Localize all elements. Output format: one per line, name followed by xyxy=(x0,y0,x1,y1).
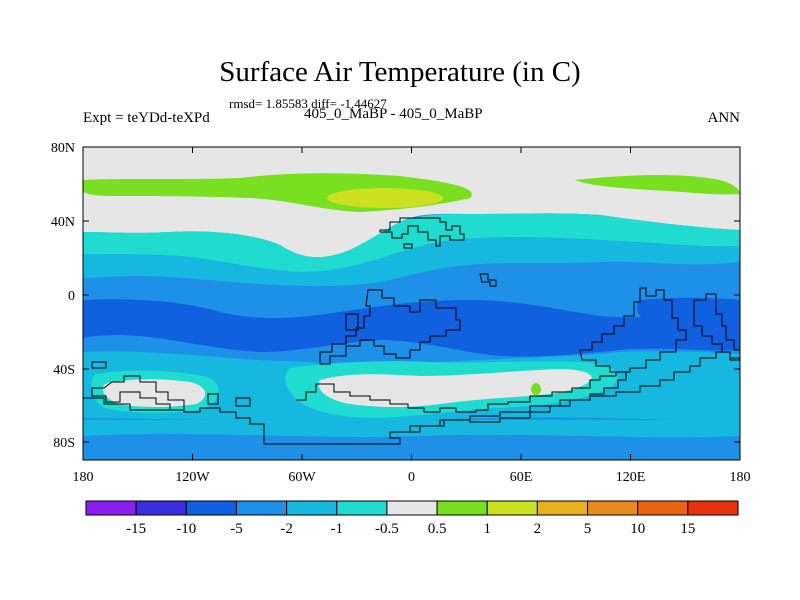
field-north-cyan xyxy=(83,213,740,272)
colorbar-label: -1 xyxy=(331,521,344,537)
colorbar-label: -5 xyxy=(230,521,243,537)
coastline-antarctic-east xyxy=(400,351,740,433)
experiment-label: Expt = teYDd-teXPd xyxy=(83,110,210,126)
colorbar-swatch xyxy=(637,500,689,516)
colorbar-label: 5 xyxy=(584,521,592,537)
lat-label-0: 0 xyxy=(68,289,75,304)
lon-label-120e: 120E xyxy=(616,470,646,485)
colorbar-swatch xyxy=(286,500,338,516)
field-tropic-deep xyxy=(83,299,740,357)
colorbar-label: 15 xyxy=(680,521,695,537)
field-north-green-east xyxy=(575,175,740,195)
colorbar-swatch xyxy=(85,500,137,516)
lon-label-60w: 60W xyxy=(288,470,316,485)
field-north-warm-core xyxy=(327,188,443,208)
season-label: ANN xyxy=(707,110,741,126)
lat-label-40s: 40S xyxy=(53,363,75,378)
coastline-antarctic-main xyxy=(83,371,627,445)
coastline-africa-eurasia xyxy=(379,217,465,247)
lon-label-180e: 180 xyxy=(730,470,751,485)
colorbar-swatch xyxy=(235,500,288,516)
colorbar-label: 10 xyxy=(630,521,645,537)
colorbar-label: -0.5 xyxy=(375,521,399,537)
coastline-east xyxy=(693,293,740,359)
lon-label-180w: 180 xyxy=(73,470,94,485)
colorbar-swatch xyxy=(386,500,438,516)
field-south-neutral-west xyxy=(102,379,206,407)
lon-label-0: 0 xyxy=(408,470,415,485)
colorbar: -15 -10 -5 -2 -1 -0.5 0.5 1 2 5 10 15 xyxy=(85,500,739,537)
coastline-south-america xyxy=(319,289,461,365)
coastline-antarctic-west xyxy=(91,361,185,411)
colorbar-swatch xyxy=(135,500,187,516)
field-north-lightblue xyxy=(83,237,740,286)
field-tropic-deep-east xyxy=(636,297,740,341)
colorbar-label: -2 xyxy=(280,521,293,537)
colorbar-label: 0.5 xyxy=(428,521,447,537)
colorbar-swatch xyxy=(587,500,639,516)
field-bottom-mid xyxy=(83,434,740,460)
lat-label-80s: 80S xyxy=(53,436,75,451)
lon-label-120w: 120W xyxy=(175,470,210,485)
coastlines xyxy=(83,217,740,445)
coastline-antarctic-mid xyxy=(207,393,251,407)
plot-subtitle: 405_0_MaBP - 405_0_MaBP xyxy=(304,106,483,122)
field-south-neutral xyxy=(318,369,592,407)
colorbar-swatch xyxy=(336,500,388,516)
colorbar-swatch xyxy=(436,500,488,516)
colorbar-swatch xyxy=(687,500,739,516)
colorbar-swatch xyxy=(536,500,589,516)
coastline-islands xyxy=(403,243,497,287)
plot-title: Surface Air Temperature (in C) xyxy=(219,56,581,88)
colorbar-swatch xyxy=(486,500,538,516)
stats-line: rmsd= 1.85583 diff= -1.44627 xyxy=(229,96,387,111)
lat-label-80n: 80N xyxy=(51,141,75,156)
field-south-green-spot xyxy=(531,383,541,395)
coastline-lake xyxy=(345,313,359,331)
colorbar-label: 2 xyxy=(534,521,542,537)
tick-marks xyxy=(82,146,741,460)
colorbar-label: -15 xyxy=(126,521,146,537)
coastline-africa-south xyxy=(579,287,687,373)
lon-label-60e: 60E xyxy=(510,470,533,485)
colorbar-swatch xyxy=(185,500,237,516)
colorbar-label: -10 xyxy=(176,521,196,537)
colorbar-label: 1 xyxy=(483,521,491,537)
lat-label-40n: 40N xyxy=(51,215,75,230)
temperature-field xyxy=(83,147,740,460)
